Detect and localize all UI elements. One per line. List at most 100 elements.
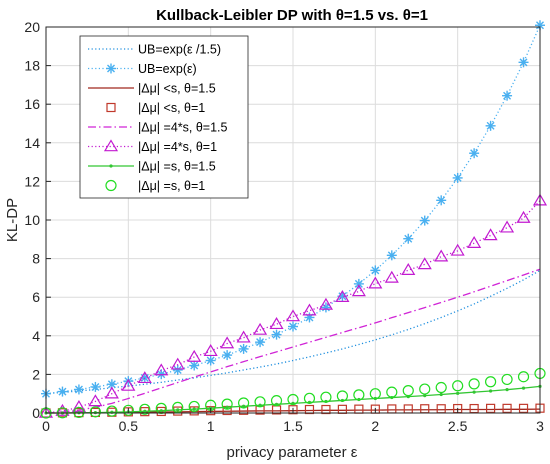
data-point-triangle [318, 297, 333, 310]
legend-entry: |Δμ| =s, θ=1 [105, 179, 205, 193]
data-point-triangle [516, 210, 531, 223]
data-point-triangle [38, 405, 54, 418]
data-point-square [321, 404, 331, 415]
y-tick-label: 8 [32, 251, 40, 267]
series-4 [45, 268, 541, 414]
x-tick-label: 1.5 [283, 418, 303, 434]
y-tick-label: 14 [24, 135, 40, 151]
data-point-dot [143, 409, 147, 413]
x-tick-label: 0 [42, 418, 50, 434]
data-point-triangle [269, 317, 284, 330]
data-point-triangle [401, 262, 416, 275]
data-point-triangle [351, 284, 366, 297]
data-point-asterisk [469, 148, 480, 159]
data-point-asterisk [57, 386, 68, 397]
legend: UB=exp(ε /1.5) UB=exp(ε) |Δμ| <s, θ=1.5 |Δμ… [79, 35, 249, 199]
data-point-asterisk [238, 343, 249, 354]
series-line [45, 269, 541, 395]
data-point-triangle [302, 303, 317, 316]
data-point-circle [435, 381, 447, 394]
data-point-circle [105, 179, 117, 192]
data-point-square [502, 403, 512, 413]
data-point-circle [89, 406, 102, 418]
data-point-dot [159, 409, 163, 413]
data-point-dot [423, 394, 427, 398]
data-point-asterisk [205, 355, 216, 366]
data-point-circle [106, 405, 118, 417]
data-point-circle [485, 376, 497, 388]
data-point-triangle [335, 290, 350, 302]
data-point-circle [122, 404, 134, 416]
data-point-circle [452, 380, 464, 392]
data-point-square [486, 403, 496, 413]
data-point-triangle [450, 243, 465, 256]
data-point-circle [287, 393, 299, 406]
data-point-asterisk [106, 63, 116, 74]
y-tick-label: 2 [32, 366, 40, 382]
x-axis-label: privacy parameter ε [227, 444, 358, 461]
data-point-circle [501, 373, 513, 386]
y-tick-label: 10 [24, 212, 40, 228]
data-point-asterisk [353, 278, 364, 289]
data-point-triangle [434, 249, 449, 262]
legend-label: |Δμ| <s, θ=1.5 [138, 82, 216, 96]
legend-entry: |Δμ| =s, θ=1.5 [88, 160, 216, 174]
x-tick-label: 2 [371, 418, 379, 434]
legend-label: |Δμ| =4*s, θ=1.5 [138, 121, 228, 135]
data-point-triangle [187, 349, 202, 362]
data-point-asterisk [189, 360, 200, 371]
data-point-triangle [104, 386, 119, 399]
y-tick-label: 20 [24, 19, 40, 35]
legend-label: |Δμ| =s, θ=1 [138, 179, 205, 193]
series-line [45, 200, 541, 414]
y-tick-label: 18 [24, 58, 40, 74]
data-point-square [189, 406, 199, 416]
data-point-asterisk [419, 215, 430, 226]
data-point-triangle [467, 235, 482, 248]
data-point-square [403, 404, 413, 414]
x-tick-label: 0.5 [119, 418, 139, 434]
data-point-square [337, 404, 347, 414]
data-point-asterisk [403, 233, 414, 244]
data-point-circle [238, 397, 250, 409]
y-tick-label: 12 [24, 173, 40, 189]
data-point-triangle [368, 276, 383, 289]
data-point-dot [242, 404, 246, 408]
data-point-asterisk [304, 312, 315, 323]
data-point-triangle [220, 336, 235, 349]
data-point-triangle [154, 363, 169, 376]
data-point-square [354, 404, 364, 414]
data-point-square [304, 404, 315, 415]
data-point-dot [225, 405, 229, 409]
data-point-circle [369, 388, 381, 400]
y-tick-label: 16 [24, 96, 40, 112]
data-point-circle [419, 383, 431, 395]
data-point-triangle [170, 357, 185, 370]
y-tick-label: 6 [32, 289, 40, 305]
data-point-circle [402, 385, 414, 397]
data-point-asterisk [485, 120, 496, 131]
data-point-triangle [253, 322, 268, 335]
data-point-dot [521, 386, 526, 390]
data-point-dot [505, 388, 509, 392]
y-axis-label: KL-DP [4, 198, 21, 242]
data-point-asterisk [370, 265, 381, 276]
data-point-circle [303, 392, 316, 404]
data-point-triangle [285, 309, 301, 322]
data-point-circle [468, 378, 480, 390]
data-point-triangle [236, 330, 251, 343]
data-point-dot [258, 403, 262, 407]
data-point-square [469, 403, 479, 414]
data-point-circle [73, 406, 85, 419]
legend-entry: |Δμ| =4*s, θ=1.5 [88, 121, 228, 135]
data-point-circle [517, 371, 530, 383]
data-point-asterisk [452, 172, 463, 183]
y-tick-label: 4 [32, 328, 40, 344]
data-point-square [518, 403, 529, 413]
data-point-circle [353, 389, 365, 401]
data-point-square [106, 102, 116, 113]
data-point-asterisk [255, 337, 266, 348]
x-tick-label: 2.5 [448, 418, 468, 434]
series-7 [40, 367, 546, 419]
